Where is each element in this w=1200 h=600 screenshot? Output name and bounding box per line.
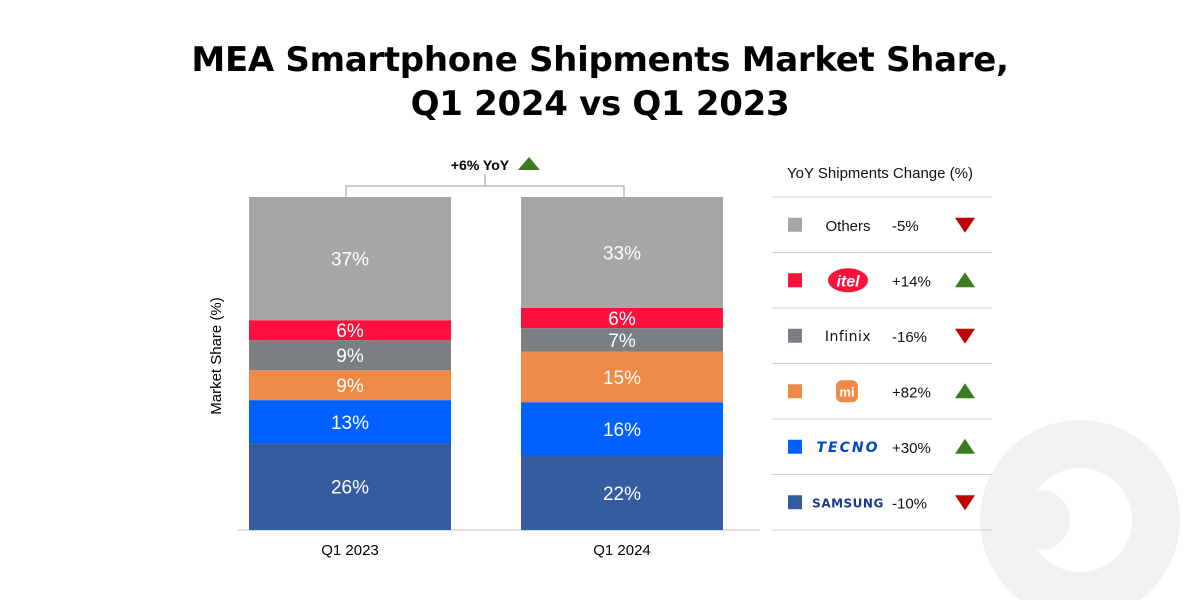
- legend-change-itel: +14%: [892, 273, 931, 290]
- chart-title-line-2: Q1 2024 vs Q1 2023: [410, 84, 790, 124]
- x-tick-labels: Q1 2023 Q1 2024: [321, 542, 651, 559]
- legend-change-others: -5%: [892, 218, 919, 235]
- x-tick-label: Q1 2024: [593, 542, 651, 559]
- legend-header: YoY Shipments Change (%): [787, 165, 973, 182]
- bar-segment-tecno-2: [521, 402, 723, 456]
- legend-brand-samsung: SAMSUNG: [812, 496, 884, 510]
- bars-group: 26%13%9%9%6%37%22%16%15%7%6%33%: [249, 197, 723, 530]
- data-label-xiaomi-2: 15%: [603, 368, 641, 389]
- legend-swatch-xiaomi: [788, 384, 802, 399]
- data-label-others-2: 33%: [603, 244, 641, 265]
- y-axis-title: Market Share (%): [208, 297, 225, 415]
- legend-brand-tecno: TECNO: [816, 440, 879, 456]
- data-label-itel-1: 6%: [336, 321, 364, 342]
- up-arrow-icon-tecno: [955, 438, 975, 454]
- up-arrow-icon-xiaomi: [955, 383, 975, 399]
- data-label-xiaomi-1: 9%: [336, 376, 364, 397]
- legend-change-samsung: -10%: [892, 495, 927, 512]
- bar-segment-tecno-1: [249, 400, 451, 444]
- data-label-infinix-1: 9%: [336, 346, 364, 367]
- watermark-logo: [980, 420, 1180, 600]
- yoy-bracket: [345, 174, 625, 197]
- data-label-itel-2: 6%: [608, 309, 636, 330]
- chart-title-line-1: MEA Smartphone Shipments Market Share,: [191, 40, 1009, 80]
- down-arrow-icon-others: [955, 217, 975, 233]
- legend-swatch-itel: [788, 273, 802, 288]
- down-arrow-icon-samsung: [955, 495, 975, 511]
- data-label-others-1: 37%: [331, 250, 369, 271]
- up-arrow-icon-itel: [955, 272, 975, 288]
- legend-change-infinix: -16%: [892, 329, 927, 346]
- legend-brand-infinix: Infinix: [825, 329, 871, 345]
- yoy-up-arrow-icon: [518, 157, 540, 170]
- bar-segment-xiaomi-1: [249, 370, 451, 401]
- bar-segment-others-2: [521, 197, 723, 308]
- legend-brand-others: Others: [825, 218, 870, 235]
- bar-segment-samsung-1: [249, 443, 451, 530]
- data-label-infinix-2: 7%: [608, 331, 636, 352]
- legend-brand-itel: itel: [836, 273, 860, 290]
- legend-swatch-infinix: [788, 328, 802, 343]
- legend: Others -5% itel +14% Infinix -16% mi +82% TECNO +…: [772, 196, 992, 531]
- itel-logo-badge: [828, 268, 868, 293]
- legend-swatch-others: [788, 217, 802, 232]
- bar-segment-others-1: [249, 197, 451, 321]
- yoy-total-label: +6% YoY: [451, 157, 510, 173]
- bar-segment-itel-1: [249, 320, 451, 341]
- legend-swatch-tecno: [788, 439, 802, 454]
- bar-segment-infinix-2: [521, 328, 723, 352]
- down-arrow-icon-infinix: [955, 328, 975, 344]
- xiaomi-logo-badge: [836, 380, 858, 403]
- bar-segment-itel-2: [521, 308, 723, 329]
- legend-brand-xiaomi: mi: [839, 384, 854, 399]
- data-label-samsung-2: 22%: [603, 484, 641, 505]
- x-tick-label: Q1 2023: [321, 542, 379, 559]
- legend-swatch-samsung: [788, 495, 802, 510]
- data-label-tecno-2: 16%: [603, 420, 641, 441]
- bar-segment-infinix-1: [249, 340, 451, 371]
- bar-segment-samsung-2: [521, 456, 723, 530]
- legend-change-tecno: +30%: [892, 440, 931, 457]
- bar-segment-xiaomi-2: [521, 351, 723, 403]
- data-label-tecno-1: 13%: [331, 413, 369, 434]
- legend-change-xiaomi: +82%: [892, 384, 931, 401]
- data-label-samsung-1: 26%: [331, 478, 369, 499]
